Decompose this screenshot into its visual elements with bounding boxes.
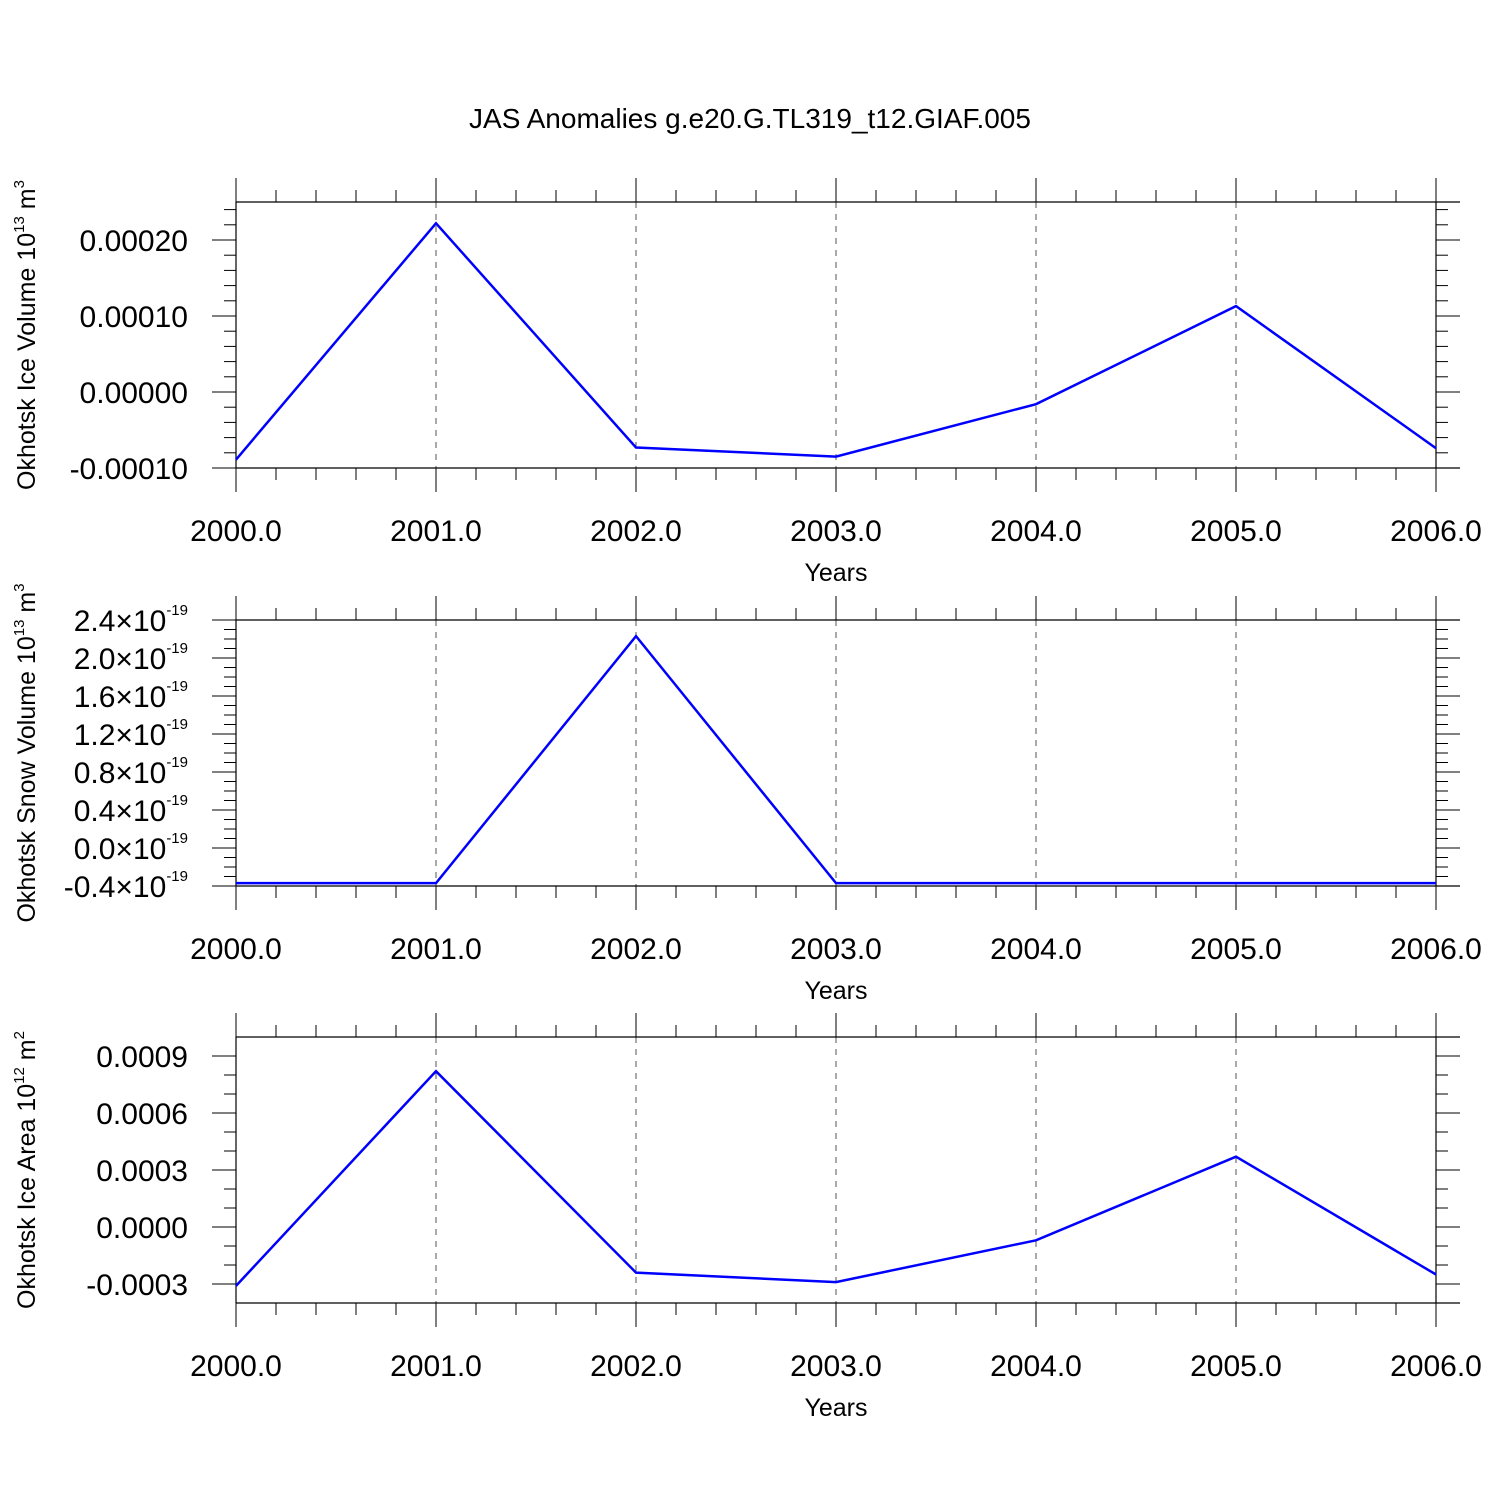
x-tick-label: 2006.0 [1390,933,1482,966]
x-tick-label: 2003.0 [790,1350,882,1383]
x-axis-label: Years [804,1394,867,1422]
x-tick-label: 2001.0 [390,1350,482,1383]
series-line [235,221,1437,461]
chart-title: JAS Anomalies g.e20.G.TL319_t12.GIAF.005 [469,103,1031,134]
x-tick-label: 2004.0 [990,515,1082,548]
y-tick-label: -0.4×10-19 [64,868,188,904]
x-tick-label: 2000.0 [190,1350,282,1383]
panel-1: 2000.0 2001.0 2002.0 2003.0 2004.0 2005.0 2006… [11,178,1482,587]
x-tick-label: 2002.0 [590,933,682,966]
y-tick-label: -0.00010 [70,453,188,486]
x-tick-label: 2002.0 [590,515,682,548]
y-tick-label: 0.0009 [96,1041,188,1074]
y-tick-label: 0.4×10-19 [74,792,188,828]
panel-2: 2000.0 2001.0 2002.0 2003.0 2004.0 2005.0 2006… [11,583,1482,1005]
y-tick-label: 0.8×10-19 [74,754,188,790]
x-tick-label: 2005.0 [1190,1350,1282,1383]
y-tick-label: 0.0003 [96,1155,188,1188]
panel-3: 2000.0 2001.0 2002.0 2003.0 2004.0 2005.0 2006… [11,1013,1482,1422]
y-tick-label: 0.00010 [80,301,188,334]
x-tick-label: 2003.0 [790,515,882,548]
x-tick-label: 2004.0 [990,933,1082,966]
x-axis-label: Years [804,977,867,1005]
y-tick-label: 0.00020 [80,225,188,258]
x-tick-label: 2005.0 [1190,515,1282,548]
y-axis-label: Okhotsk Ice Volume 1013 m3 [11,180,41,490]
x-tick-label: 2001.0 [390,515,482,548]
y-axis-label: Okhotsk Ice Area 1012 m2 [11,1031,41,1309]
y-tick-label: 1.2×10-19 [74,716,188,752]
y-tick-label: 1.6×10-19 [74,678,188,714]
x-axis-label: Years [804,559,867,587]
x-tick-label: 2001.0 [390,933,482,966]
x-tick-label: 2000.0 [190,933,282,966]
panels: 2000.0 2001.0 2002.0 2003.0 2004.0 2005.0 2006… [11,178,1482,1422]
x-tick-label: 2006.0 [1390,1350,1482,1383]
y-tick-label: 0.0000 [96,1212,188,1245]
x-tick-label: 2005.0 [1190,933,1282,966]
x-tick-label: 2006.0 [1390,515,1482,548]
y-tick-label: -0.0003 [86,1269,188,1302]
y-tick-label: 2.4×10-19 [74,602,188,638]
x-tick-label: 2000.0 [190,515,282,548]
y-tick-label: 2.0×10-19 [74,640,188,676]
y-tick-label: 0.0006 [96,1098,188,1131]
x-tick-label: 2003.0 [790,933,882,966]
y-axis-label: Okhotsk Snow Volume 1013 m3 [11,583,41,922]
y-tick-label: 0.0×10-19 [74,830,188,866]
y-tick-label: 0.00000 [80,377,188,410]
x-tick-label: 2004.0 [990,1350,1082,1383]
x-tick-label: 2002.0 [590,1350,682,1383]
